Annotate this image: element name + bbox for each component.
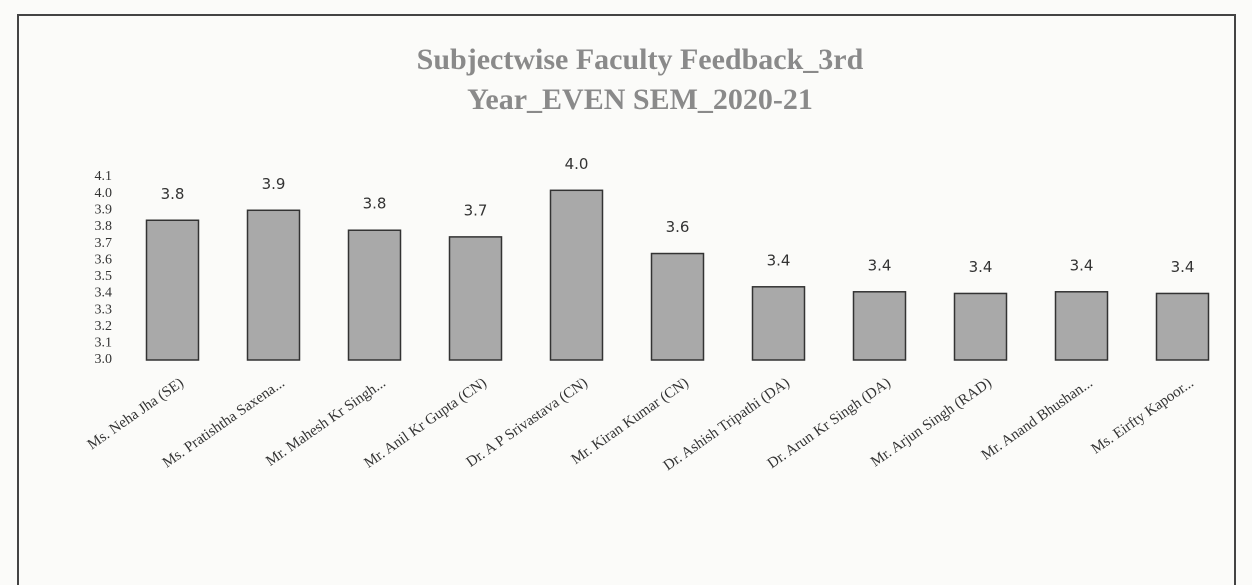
y-tick-label: 3.6 (95, 252, 113, 267)
bar (1155, 292, 1210, 361)
data-label: 3.6 (666, 218, 690, 236)
bar (246, 209, 301, 361)
data-label: 3.4 (767, 251, 791, 269)
y-tick-label: 3.8 (95, 219, 113, 234)
x-tick-label: Ms. Neha Jha (SE) (85, 375, 187, 453)
y-tick-label: 3.7 (95, 236, 113, 251)
chart-title: Subjectwise Faculty Feedback_3rd Year_EV… (416, 43, 864, 116)
data-label: 4.0 (565, 155, 589, 173)
bar (953, 292, 1008, 361)
bar (145, 219, 200, 361)
x-tick-label: Mr. Anand Bhushan... (979, 375, 1096, 464)
y-tick-label: 3.2 (95, 319, 113, 334)
y-tick-label: 3.1 (95, 336, 113, 351)
bar (1054, 291, 1109, 361)
chart-frame (17, 14, 1236, 585)
bar (751, 286, 806, 361)
y-tick-label: 3.5 (95, 269, 113, 284)
y-tick-label: 3.9 (95, 202, 113, 217)
y-tick-label: 4.0 (95, 186, 113, 201)
data-label: 3.4 (868, 256, 892, 274)
bar (650, 252, 705, 361)
data-label: 3.4 (969, 258, 993, 276)
y-tick-label: 3.3 (95, 302, 113, 317)
bar (549, 189, 604, 361)
data-label: 3.9 (262, 175, 286, 193)
data-label: 3.8 (161, 185, 185, 203)
data-label: 3.4 (1171, 258, 1195, 276)
x-tick-label: Ms. Eirfty Kapoor... (1089, 375, 1197, 457)
bar (852, 291, 907, 361)
data-label: 3.4 (1070, 256, 1094, 274)
bar (448, 236, 503, 361)
data-label: 3.7 (464, 201, 488, 219)
y-tick-label: 3.4 (95, 286, 113, 301)
y-tick-label: 3.0 (95, 352, 113, 367)
bar (347, 229, 402, 361)
y-tick-label: 4.1 (95, 169, 113, 184)
data-label: 3.8 (363, 195, 387, 213)
